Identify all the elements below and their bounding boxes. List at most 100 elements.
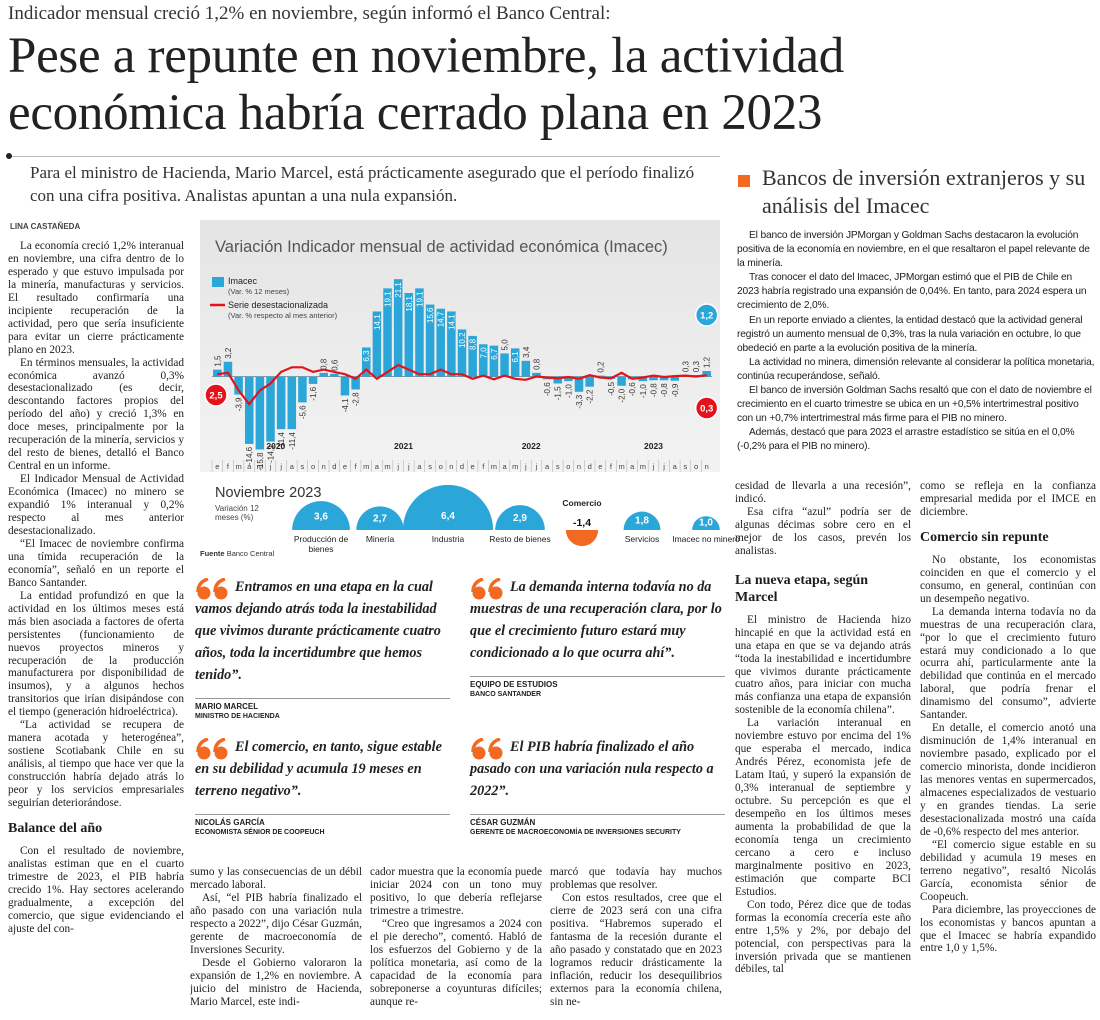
bar-value-label: 14,1 [447, 314, 456, 330]
bar-value-label: -14,6 [245, 446, 254, 465]
bar-value-label: -0,6 [543, 382, 552, 396]
month-label: j [269, 462, 272, 471]
bar-value-label: -0,8 [649, 383, 658, 397]
bar [564, 376, 573, 382]
bar [510, 348, 520, 377]
month-label: f [482, 462, 485, 471]
bar [479, 344, 488, 377]
quote: El PIB habría finalizado el año pasado c… [470, 736, 725, 838]
month-label: o [311, 462, 315, 471]
bubble-value-label: 2,7 [373, 514, 387, 525]
paragraph: Así, “el PIB habría finalizado el año pa… [190, 891, 362, 956]
quote-mark-dot [472, 586, 486, 600]
bar-value-label: -11,4 [288, 432, 297, 450]
year-label: 2021 [394, 441, 413, 451]
quote: La demanda interna todavía no da muestra… [470, 576, 725, 700]
month-label: m [618, 462, 624, 471]
quote-mark-dot [214, 746, 228, 760]
bar [372, 311, 382, 377]
legend-label: Serie desestacionalizada [228, 300, 328, 310]
source-text: Banco Central [226, 549, 275, 558]
paragraph: “La actividad se recupera de manera acot… [8, 719, 184, 809]
quote-rule [470, 676, 725, 677]
column: cador muestra que la economía puede inic… [370, 866, 542, 1016]
dek: Para el ministro de Hacienda, Mario Marc… [30, 163, 695, 205]
bar-value-label: 0,3 [692, 360, 701, 372]
source-label: Fuente [200, 549, 225, 558]
bar-value-label: 6,7 [490, 348, 499, 360]
bar-value-label: 19,1 [384, 291, 393, 307]
month-label: m [257, 462, 263, 471]
callout-label: 0,3 [700, 404, 713, 415]
bar [649, 376, 658, 381]
bar [276, 376, 286, 430]
month-label: j [662, 462, 665, 471]
bar [500, 353, 509, 377]
month-label: a [247, 462, 252, 471]
bubble-value-label: -1,4 [573, 517, 591, 529]
bar [702, 371, 711, 377]
bar-value-label: 1,2 [703, 356, 712, 368]
paragraph: Desde el Gobierno valoraron la expansión… [190, 956, 362, 1008]
legend-label: Imacec [228, 276, 258, 286]
bar-value-label: -0,5 [607, 381, 616, 395]
quote-name: CÉSAR GUZMÁN [470, 818, 536, 827]
quote-mark [471, 578, 503, 600]
month-label: j [396, 462, 399, 471]
column: marcó que todavía hay muchos problemas q… [550, 866, 722, 1016]
paragraph: como se refleja en la confianza empresar… [920, 480, 1096, 518]
bar-value-label: 8,8 [469, 338, 478, 350]
year-label: 2020 [266, 441, 285, 451]
bar [585, 376, 594, 387]
bar [298, 376, 307, 403]
chart-box: Variación Indicador mensual de actividad… [200, 220, 740, 570]
legend-note: (Var. % 12 meses) [228, 287, 290, 296]
bar [223, 361, 233, 377]
column: La economía creció 1,2% interanual en no… [8, 240, 184, 1016]
bar-value-label: 0,6 [330, 359, 339, 371]
quote-mark-tail [196, 578, 209, 593]
bar-value-label: -0,8 [660, 383, 669, 397]
quote: Entramos en una etapa en la cual vamos d… [195, 576, 450, 722]
month-label: n [705, 462, 709, 471]
quote-mark [471, 738, 503, 760]
chart: Variación Indicador mensual de actividad… [200, 220, 720, 547]
bar-value-label: 6,1 [511, 351, 520, 363]
paragraph: La economía creció 1,2% interanual en no… [8, 240, 184, 356]
bar [213, 369, 222, 377]
bubble-value-label: 2,9 [513, 513, 527, 524]
bar-value-label: -2,2 [586, 389, 595, 403]
bar [244, 376, 254, 444]
quote-mark [196, 578, 228, 600]
quote-rule [195, 814, 450, 815]
paragraph: cador muestra que la economía puede inic… [370, 866, 542, 917]
month-label: j [524, 462, 527, 471]
bar-value-label: 1,5 [213, 355, 222, 367]
quote-text: Entramos en una etapa en la cual vamos d… [195, 579, 441, 683]
month-label: a [630, 462, 635, 471]
paragraph: En términos mensuales, la actividad econ… [8, 356, 184, 473]
paragraph: La variación interanual en noviembre est… [735, 717, 911, 898]
bar-value-label: 3,2 [224, 347, 233, 359]
quote-mark-dot [197, 746, 211, 760]
quote-text: La demanda interna todavía no da muestra… [470, 579, 722, 661]
year-label: 2023 [644, 441, 663, 451]
month-label: f [227, 462, 230, 471]
sidebar-paragraph: La actividad no minera, dimensión releva… [737, 356, 1095, 382]
sidebar-paragraph: El banco de inversión Goldman Sachs resa… [737, 385, 1092, 425]
sidebar-paragraph: Tras conocer el dato del Imacec, JPMorga… [737, 272, 1087, 312]
bubble [623, 511, 661, 530]
bar [383, 288, 392, 377]
paragraph: marcó que todavía hay muchos problemas q… [550, 866, 722, 891]
bar-value-label: 5,0 [501, 339, 510, 351]
month-label: e [343, 462, 347, 471]
bar-value-label: -0,9 [671, 383, 680, 397]
quote-mark-dot [472, 746, 486, 760]
bar [340, 376, 350, 396]
bar [425, 304, 435, 377]
bar [362, 347, 371, 377]
month-label: a [673, 462, 678, 471]
month-label: a [417, 462, 422, 471]
bar-value-label: -1,0 [564, 384, 573, 398]
